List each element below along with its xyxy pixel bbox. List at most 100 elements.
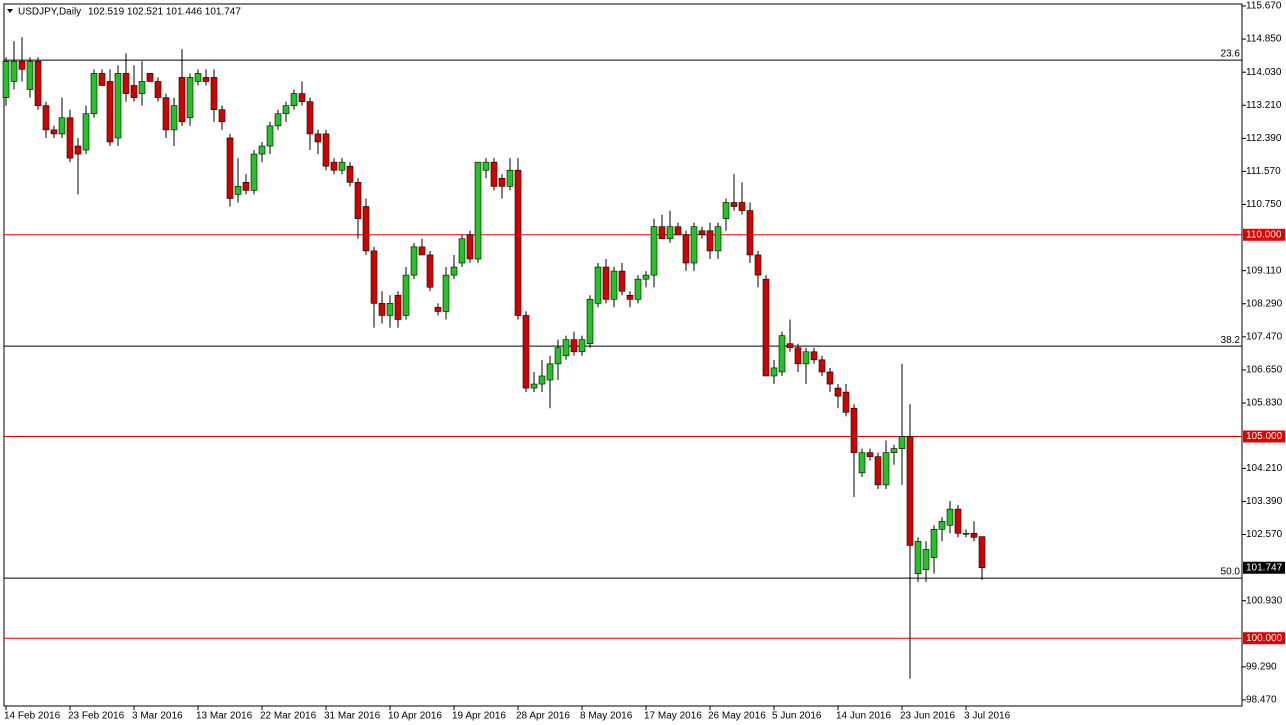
level-tag bbox=[1243, 632, 1285, 645]
candle-body bbox=[466, 234, 474, 260]
candle-body bbox=[834, 387, 842, 397]
y-tick-label: 113.210 bbox=[1246, 100, 1282, 111]
candle-body bbox=[34, 60, 42, 106]
candle-body bbox=[978, 536, 986, 569]
candle-body bbox=[482, 161, 490, 171]
y-tick-label: 105.830 bbox=[1246, 398, 1283, 409]
candle-body bbox=[618, 270, 626, 292]
x-tick-label: 19 Apr 2016 bbox=[452, 711, 506, 722]
candle-body bbox=[594, 266, 602, 304]
candle-body bbox=[810, 351, 818, 361]
candle-body bbox=[722, 202, 730, 219]
y-tick-label: 99.290 bbox=[1246, 662, 1277, 673]
candle-body bbox=[738, 202, 746, 211]
candle-body bbox=[858, 452, 866, 474]
candle-body bbox=[570, 339, 578, 353]
candle-body bbox=[66, 117, 74, 159]
candle-body bbox=[378, 303, 386, 316]
candle-body bbox=[370, 250, 378, 304]
x-tick-label: 14 Feb 2016 bbox=[4, 711, 61, 722]
y-tick-label: 115.670 bbox=[1246, 1, 1282, 12]
candle-body bbox=[242, 182, 250, 191]
candle-body bbox=[298, 93, 306, 102]
last-price-tag bbox=[1243, 561, 1285, 574]
candle-body bbox=[346, 165, 354, 183]
candle-body bbox=[706, 230, 714, 252]
candle-body bbox=[386, 303, 394, 316]
y-tick-label: 111.570 bbox=[1246, 166, 1281, 177]
y-tick-label: 100.930 bbox=[1246, 595, 1283, 606]
y-tick-label: 98.470 bbox=[1246, 695, 1277, 706]
candle-body bbox=[410, 246, 418, 276]
candle-body bbox=[194, 73, 202, 82]
candle-body bbox=[74, 145, 82, 155]
candle-body bbox=[882, 452, 890, 486]
y-tick-label: 106.650 bbox=[1246, 365, 1283, 376]
candle-body bbox=[402, 274, 410, 316]
candle-body bbox=[842, 391, 850, 413]
candle-body bbox=[250, 153, 258, 191]
x-tick-label: 14 Jun 2016 bbox=[836, 711, 891, 722]
candle-body bbox=[234, 186, 242, 195]
candle-body bbox=[146, 73, 154, 82]
x-tick-label: 10 Apr 2016 bbox=[388, 711, 442, 722]
y-tick-label: 102.570 bbox=[1246, 529, 1283, 540]
candle-body bbox=[898, 436, 906, 449]
x-tick-label: 3 Mar 2016 bbox=[132, 711, 183, 722]
candle-body bbox=[786, 343, 794, 349]
level-label: 105.000 bbox=[1246, 431, 1283, 442]
x-tick-label: 17 May 2016 bbox=[644, 711, 702, 722]
chart-title: USDJPY,Daily bbox=[18, 7, 81, 18]
fib-label: 38.2 bbox=[1221, 335, 1241, 346]
y-tick-label: 107.470 bbox=[1246, 331, 1283, 342]
candle-body bbox=[690, 226, 698, 264]
menu-arrow[interactable] bbox=[7, 9, 13, 13]
candle-body bbox=[202, 77, 210, 82]
candle-body bbox=[282, 105, 290, 115]
candle-body bbox=[682, 234, 690, 264]
candle-body bbox=[122, 73, 130, 94]
level-tag bbox=[1243, 430, 1285, 443]
candle-body bbox=[474, 161, 482, 260]
candle-body bbox=[754, 254, 762, 276]
candle-body bbox=[210, 77, 218, 111]
fib-label: 50.0 bbox=[1221, 567, 1241, 578]
last-price-label: 101.747 bbox=[1246, 562, 1283, 573]
candle-body bbox=[330, 161, 338, 171]
candle-body bbox=[658, 226, 666, 240]
candle-body bbox=[946, 508, 954, 526]
candle-body bbox=[114, 73, 122, 139]
candle-body bbox=[930, 528, 938, 558]
level-label: 110.000 bbox=[1246, 229, 1282, 240]
y-tick-label: 108.290 bbox=[1246, 298, 1283, 309]
candle-body bbox=[554, 347, 562, 365]
candle-body bbox=[762, 278, 770, 377]
candle-body bbox=[634, 278, 642, 300]
candle-body bbox=[266, 125, 274, 147]
candle-body bbox=[322, 133, 330, 167]
x-tick-label: 22 Mar 2016 bbox=[260, 711, 317, 722]
candle-body bbox=[154, 81, 162, 98]
x-tick-label: 31 Mar 2016 bbox=[324, 711, 381, 722]
candle-body bbox=[562, 339, 570, 357]
candle-body bbox=[218, 109, 226, 123]
plot-frame bbox=[3, 3, 1243, 707]
candle-body bbox=[914, 541, 922, 574]
candle-body bbox=[186, 77, 194, 119]
y-tick-label: 103.390 bbox=[1246, 496, 1283, 507]
candle-body bbox=[714, 226, 722, 252]
candle-body bbox=[666, 226, 674, 240]
x-tick-label: 28 Apr 2016 bbox=[516, 711, 570, 722]
y-tick-label: 109.110 bbox=[1246, 265, 1282, 276]
candle-body bbox=[866, 452, 874, 457]
candle-body bbox=[274, 113, 282, 127]
candle-body bbox=[10, 60, 18, 82]
x-tick-label: 8 May 2016 bbox=[580, 711, 633, 722]
candle-body bbox=[890, 448, 898, 453]
candle-body bbox=[490, 161, 498, 187]
y-tick-label: 114.030 bbox=[1246, 67, 1282, 78]
candle-body bbox=[18, 60, 26, 70]
candle-body bbox=[226, 137, 234, 199]
y-tick-label: 114.850 bbox=[1246, 34, 1282, 45]
